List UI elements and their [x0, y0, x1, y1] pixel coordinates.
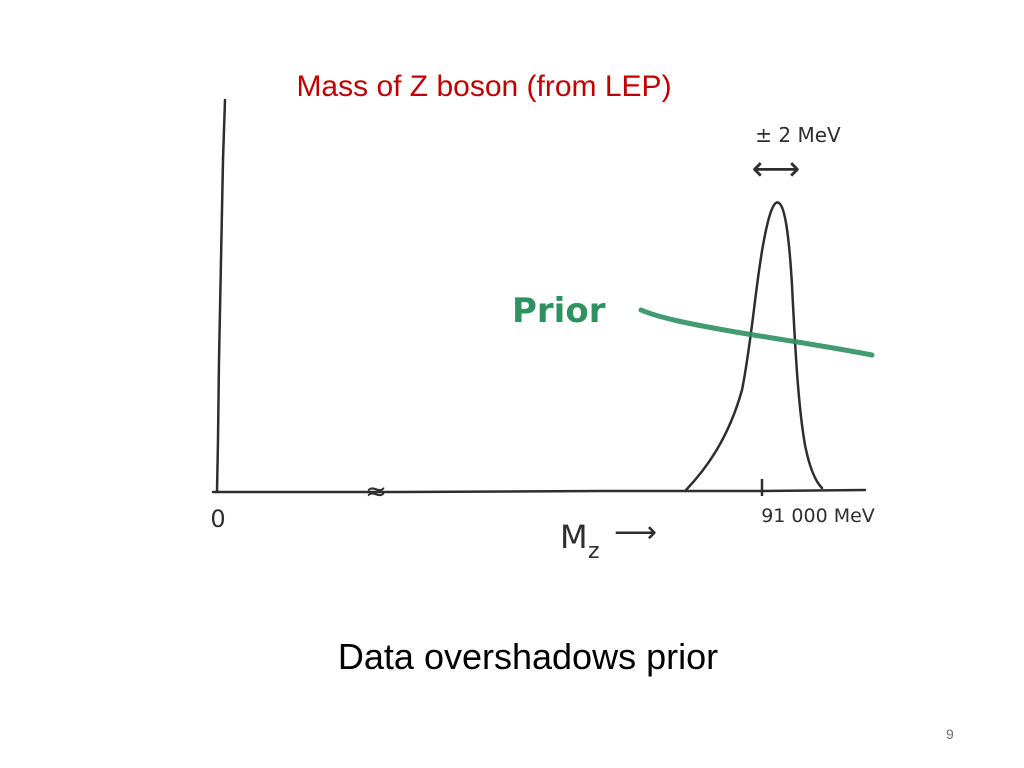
page-number: 9: [946, 726, 954, 742]
y-axis: [215, 98, 227, 494]
axis-break-mark: ≈: [365, 477, 387, 507]
x-axis-label: M: [560, 518, 588, 556]
x-axis-subscript: z: [588, 539, 600, 564]
slide-title: Mass of Z boson (from LEP): [296, 70, 672, 103]
data-peak-curve: [684, 201, 824, 492]
x-axis: [211, 488, 867, 494]
x-axis-arrow: ⟶: [614, 515, 657, 550]
origin-label: 0: [210, 505, 225, 533]
prior-curve: [638, 307, 875, 358]
width-label: ± 2 MeV: [755, 123, 841, 147]
peak-tick-label: 91 000 MeV: [761, 505, 875, 527]
width-arrow: ⟷: [752, 149, 801, 189]
prior-label: Prior: [512, 291, 606, 331]
slide-caption: Data overshadows prior: [337, 636, 719, 677]
